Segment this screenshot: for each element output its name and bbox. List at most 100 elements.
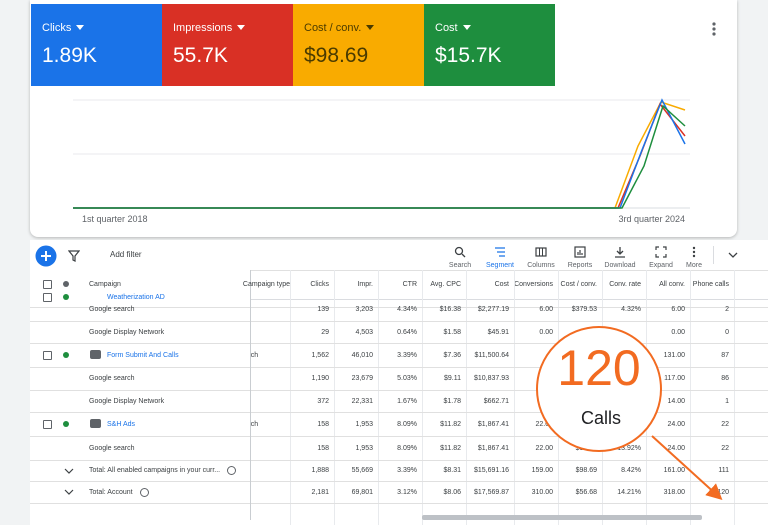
- table-row: 1,190 23,679 5.03% $9.11 $10,837.93 117.00 86: [30, 367, 768, 391]
- frozen-row: Google Display Network: [30, 321, 250, 344]
- metric-tile[interactable]: Cost $15.7K: [424, 4, 555, 86]
- callout-circle: [536, 326, 662, 452]
- cell: 158: [317, 444, 329, 452]
- metric-value: 55.7K: [173, 44, 228, 67]
- status-dot: [63, 421, 69, 427]
- add-filter[interactable]: Add filter: [110, 250, 142, 259]
- select-all-checkbox[interactable]: [43, 280, 52, 289]
- network-name: Google Display Network: [89, 397, 165, 405]
- cell: $16.38: [439, 305, 461, 313]
- scrollbar[interactable]: [422, 515, 702, 520]
- frozen-row: S&H Ads: [30, 412, 250, 437]
- column-divider: [334, 298, 335, 525]
- table-row: 2,181 69,801 3.12% $8.06 $17,569.87 310.00 $56…: [30, 481, 768, 504]
- callout-label: Calls: [581, 408, 621, 428]
- row-checkbox[interactable]: [43, 420, 52, 429]
- cell: 23,679: [351, 375, 373, 382]
- cell: 22: [721, 444, 729, 452]
- row-checkbox[interactable]: [43, 351, 52, 360]
- column-divider: [290, 298, 291, 525]
- overview-card: Clicks 1.89K Impressions 55.7K Cost / conv. $…: [30, 0, 737, 237]
- campaign-link[interactable]: Form Submit And Calls: [107, 351, 179, 359]
- cell: 1,888: [311, 467, 329, 474]
- filter-icon[interactable]: [68, 250, 80, 262]
- expand-chevron[interactable]: [64, 468, 74, 474]
- cell: 1,190: [311, 375, 329, 382]
- help-icon[interactable]: [139, 487, 149, 497]
- cell: 8.09%: [397, 444, 417, 452]
- column-divider: [734, 270, 735, 298]
- table-body: 139 3,203 4.34% $16.38 $2,277.19 6.00 $379.53 4…: [30, 298, 768, 525]
- cell: 111: [718, 467, 729, 474]
- toolbar-button[interactable]: Search: [448, 262, 472, 269]
- cell: $11.82: [440, 420, 461, 428]
- network-name: Google Display Network: [89, 328, 165, 336]
- cell: 2: [725, 305, 729, 313]
- column-divider: [378, 298, 379, 525]
- divider: [713, 246, 714, 264]
- cell: 29: [321, 328, 329, 336]
- cell: 1.67%: [397, 397, 417, 405]
- row-checkbox[interactable]: [43, 293, 52, 302]
- cell: $7.36: [443, 351, 461, 359]
- add-button[interactable]: [35, 245, 57, 267]
- column-header: Avg. CPC: [430, 280, 461, 288]
- cell: 14.00: [667, 397, 685, 405]
- metric-value: $98.69: [304, 44, 369, 67]
- help-icon[interactable]: [227, 466, 237, 475]
- network-name: Google search: [89, 375, 135, 382]
- cell: 3.12%: [397, 488, 417, 496]
- toolbar-icon: [454, 246, 466, 258]
- total-name: Total: Account: [89, 481, 149, 503]
- column-divider: [378, 270, 379, 298]
- menu-button[interactable]: [710, 20, 718, 38]
- metric-tile[interactable]: Impressions 55.7K: [162, 4, 293, 86]
- toolbar-button[interactable]: Reports: [567, 262, 593, 269]
- header-row: [30, 270, 768, 300]
- column-divider: [334, 270, 335, 298]
- cell: 372: [317, 397, 329, 405]
- column-header: Cost / conv.: [560, 280, 597, 288]
- metric-tile[interactable]: Clicks 1.89K: [31, 4, 162, 86]
- cell: $379.53: [571, 305, 597, 313]
- campaign-link[interactable]: S&H Ads: [107, 420, 136, 428]
- cell: 8.42%: [621, 467, 641, 474]
- cell: $8.31: [443, 467, 461, 474]
- metric-value: $15.7K: [435, 44, 502, 67]
- frozen-row: Google Display Network: [30, 390, 250, 413]
- metric-tile[interactable]: Cost / conv. $98.69: [293, 4, 424, 86]
- dropdown-caret: [76, 25, 85, 30]
- toolbar-button[interactable]: More: [686, 262, 702, 269]
- cell: $56.68: [575, 488, 597, 496]
- table-row: 29 4,503 0.64% $1.58 $45.91 0.00 0.00 0: [30, 321, 768, 344]
- cell: 5.03%: [397, 375, 417, 382]
- metric-label: Cost: [435, 22, 471, 34]
- expand-chevron[interactable]: [64, 489, 74, 495]
- cell: 8.09%: [397, 420, 417, 428]
- toolbar-icon: [692, 246, 696, 258]
- cell: $17,569.87: [473, 488, 509, 496]
- collapse-toolbar[interactable]: [728, 251, 738, 259]
- table-row: 372 22,331 1.67% $1.78 $662.71 14.00 1: [30, 390, 768, 413]
- toolbar-icon: [535, 247, 547, 257]
- toolbar-button[interactable]: Expand: [649, 262, 673, 269]
- column-header: Impr.: [357, 280, 373, 288]
- frozen-row: Form Submit And Calls: [30, 343, 250, 368]
- column-divider: [602, 270, 603, 298]
- cell: 22: [721, 420, 729, 428]
- status-header-dot: [63, 281, 69, 287]
- cell: 69,801: [351, 488, 373, 496]
- toolbar-button[interactable]: Segment: [485, 262, 515, 269]
- frozen-row: Total: Account: [30, 481, 250, 504]
- cell: 55,669: [351, 467, 373, 474]
- column-header: Cost: [494, 280, 509, 288]
- toolbar-button[interactable]: Columns: [527, 262, 555, 269]
- column-divider: [558, 270, 559, 298]
- cell: 139: [317, 305, 329, 313]
- cell: 22.00: [535, 420, 553, 428]
- cell: 22,331: [351, 397, 373, 405]
- cell: $11.82: [440, 444, 461, 452]
- campaign-link[interactable]: Weatherization AD: [107, 293, 165, 301]
- cell: $1.78: [443, 397, 461, 405]
- toolbar-button[interactable]: Download: [604, 262, 636, 269]
